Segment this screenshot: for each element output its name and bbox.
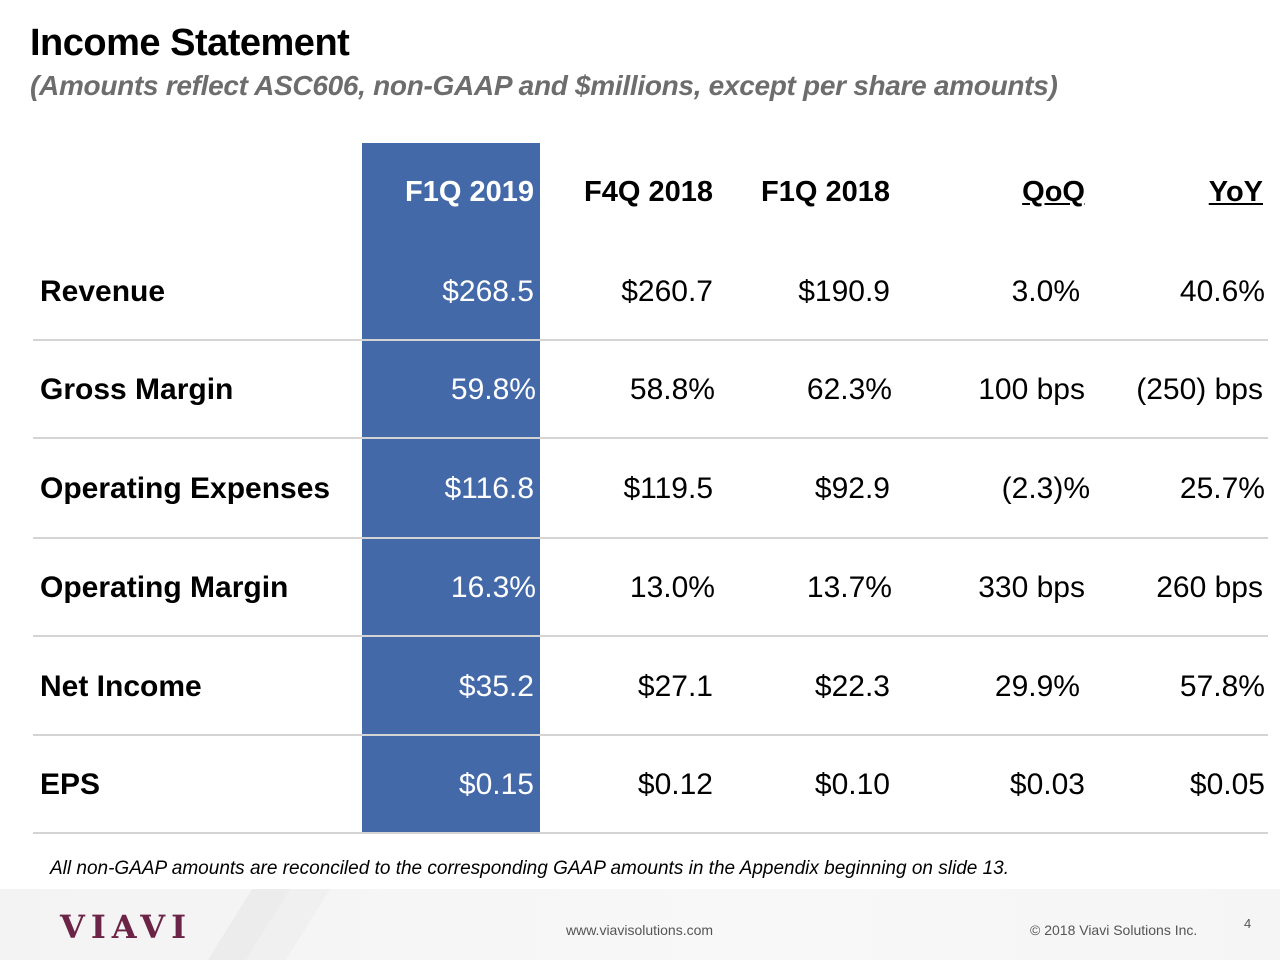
row-divider (33, 437, 1268, 439)
viavi-logo: VIAVI (60, 908, 193, 946)
table-cell: $35.2 (458, 670, 534, 703)
column-header-qoq: QoQ (1022, 176, 1085, 208)
table-cell: $268.5 (442, 275, 534, 308)
row-label-eps: EPS (40, 768, 101, 801)
page-number: 4 (1244, 916, 1252, 931)
column-header-f1q-2018: F1Q 2018 (761, 176, 890, 208)
page-title: Income Statement (30, 22, 350, 64)
footnote: All non-GAAP amounts are reconciled to t… (50, 858, 1010, 879)
table-cell: $22.3 (814, 670, 890, 703)
table-cell: $92.9 (814, 472, 890, 505)
table-cell: 13.0% (629, 571, 715, 604)
column-header-yoy: YoY (1208, 176, 1263, 208)
table-cell: $0.12 (637, 768, 713, 801)
row-divider (33, 635, 1268, 637)
row-label-net-income: Net Income (40, 670, 202, 703)
table-cell: 13.7% (806, 571, 892, 604)
footer-bar (0, 889, 1280, 960)
table-cell: 40.6% (1179, 275, 1265, 308)
row-divider (33, 339, 1268, 341)
row-divider (33, 537, 1268, 539)
table-cell: $190.9 (798, 275, 890, 308)
row-label-revenue: Revenue (40, 275, 166, 308)
row-label-gross-margin: Gross Margin (40, 373, 234, 406)
table-cell: $0.05 (1189, 768, 1265, 801)
row-label-operating-margin: Operating Margin (40, 571, 289, 604)
table-cell: (2.3)% (1001, 472, 1090, 505)
table-cell: $119.5 (623, 472, 713, 505)
table-cell: $260.7 (621, 275, 713, 308)
table-cell: 29.9% (994, 670, 1080, 703)
table-cell: 16.3% (450, 571, 536, 604)
footer-copyright: © 2018 Viavi Solutions Inc. (1030, 922, 1198, 938)
column-header-f1q-2019: F1Q 2019 (405, 176, 534, 208)
table-cell: 62.3% (806, 373, 892, 406)
table-cell: 25.7% (1179, 472, 1265, 505)
table-cell: $116.8 (444, 472, 534, 505)
table-cell: $27.1 (637, 670, 713, 703)
column-header-f4q-2018: F4Q 2018 (584, 176, 713, 208)
page-subtitle: (Amounts reflect ASC606, non-GAAP and $m… (30, 70, 1058, 101)
table-cell: (250) bps (1136, 373, 1263, 406)
footer-url[interactable]: www.viavisolutions.com (566, 922, 714, 938)
current-quarter-highlight (362, 143, 540, 834)
table-cell: $0.03 (1009, 768, 1085, 801)
table-cell: 3.0% (1011, 275, 1080, 308)
row-divider (33, 832, 1268, 834)
table-cell: 260 bps (1156, 571, 1263, 604)
table-cell: $0.10 (814, 768, 890, 801)
table-cell: $0.15 (458, 768, 534, 801)
table-cell: 58.8% (629, 373, 715, 406)
table-cell: 330 bps (978, 571, 1085, 604)
table-cell: 59.8% (450, 373, 536, 406)
row-label-operating-expenses: Operating Expenses (40, 472, 331, 505)
table-cell: 57.8% (1179, 670, 1265, 703)
row-divider (33, 734, 1268, 736)
table-cell: 100 bps (978, 373, 1085, 406)
